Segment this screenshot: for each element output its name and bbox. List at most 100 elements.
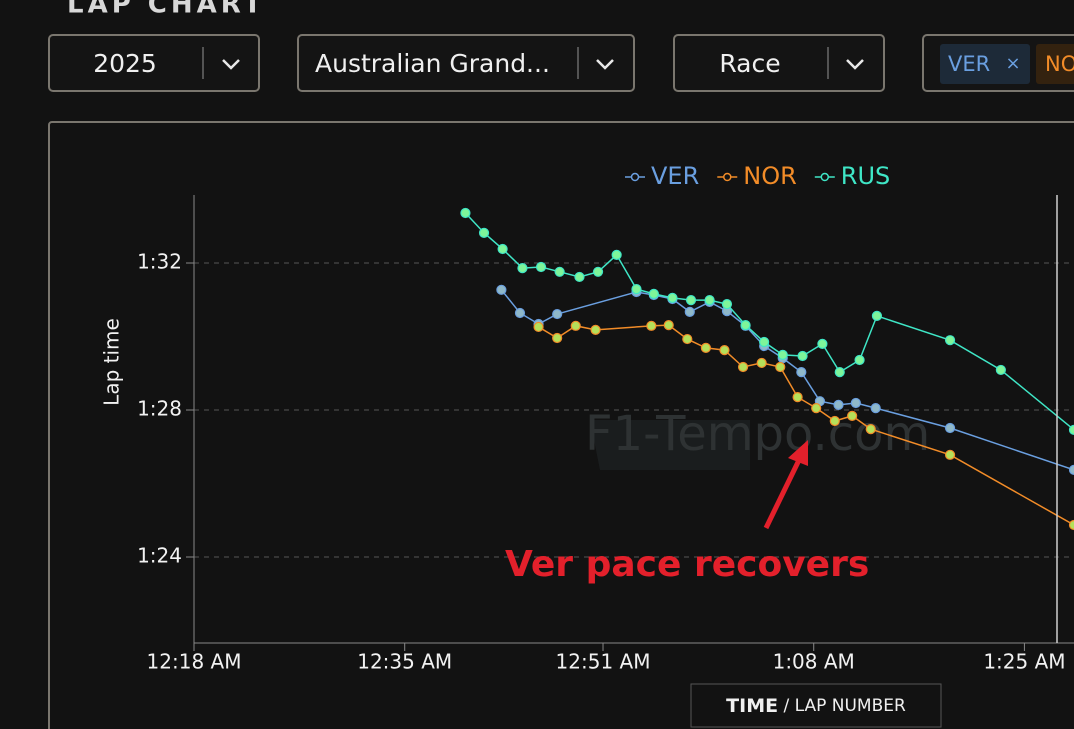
lap-marker xyxy=(721,299,733,310)
chevron xyxy=(596,59,614,70)
lap-marker xyxy=(944,335,956,346)
legend-item[interactable]: RUS xyxy=(814,162,890,190)
lap-marker xyxy=(496,284,507,295)
x-tick-label: 12:51 AM xyxy=(556,650,651,674)
lap-marker xyxy=(792,392,803,403)
lap-marker xyxy=(1068,424,1074,435)
legend-marker xyxy=(630,172,640,182)
lap-marker xyxy=(850,397,861,409)
lap-marker xyxy=(590,324,601,335)
lap-marker xyxy=(574,271,585,283)
page-title: LAP CHART xyxy=(67,0,265,20)
annotation: Ver pace recovers xyxy=(505,544,869,585)
lap-marker xyxy=(756,357,767,369)
lap-marker xyxy=(667,292,678,304)
y-tick-label: 1:24 xyxy=(137,544,182,568)
lap-marker xyxy=(552,332,563,344)
dropdown-value: Australian Grand... xyxy=(315,49,550,78)
lap-marker xyxy=(847,410,858,421)
lap-marker xyxy=(648,288,659,299)
lap-marker xyxy=(759,336,770,348)
y-tick-label: 1:32 xyxy=(137,249,182,273)
legend-label: RUS xyxy=(841,162,890,190)
lap-marker xyxy=(854,354,865,366)
lap-marker xyxy=(719,344,730,356)
x-tick-label: 12:18 AM xyxy=(147,650,242,674)
chip-label: NOR xyxy=(1045,52,1074,76)
legend-marker xyxy=(723,172,732,182)
lap-marker xyxy=(834,367,845,378)
dropdown-box xyxy=(48,34,260,92)
legend-item[interactable]: VER xyxy=(625,162,699,190)
lap-marker xyxy=(535,261,547,273)
lap-marker xyxy=(796,367,807,378)
lap-marker xyxy=(570,320,581,331)
lap-marker xyxy=(663,320,674,331)
lap-marker xyxy=(514,307,526,319)
chip-remove[interactable]: × xyxy=(1005,53,1020,74)
chevron xyxy=(846,59,864,70)
legend-label: VER xyxy=(651,162,699,190)
lap-marker xyxy=(554,266,565,277)
lap-marker xyxy=(631,283,642,295)
annotation-arrow xyxy=(763,456,803,530)
legend-item[interactable]: NOR xyxy=(717,162,797,190)
lap-marker xyxy=(944,449,956,460)
y-axis-label: Lap time xyxy=(100,318,124,406)
event-dropdown[interactable]: Australian Grand... xyxy=(297,34,635,92)
lap-marker xyxy=(478,227,490,238)
lap-marker xyxy=(552,308,563,320)
lap-marker xyxy=(740,320,751,331)
lap-marker xyxy=(833,399,844,410)
driver-chip[interactable] xyxy=(940,44,1030,84)
toggle-label: TIME / LAP NUMBER xyxy=(726,695,906,717)
lap-marker xyxy=(829,415,840,427)
lap-marker xyxy=(497,243,508,255)
dropdown-value: Race xyxy=(719,49,780,78)
chip-label: VER xyxy=(948,52,990,76)
session-dropdown[interactable]: Race xyxy=(673,34,885,92)
driver-chip[interactable] xyxy=(1036,44,1074,84)
lap-marker xyxy=(995,364,1006,376)
chevron xyxy=(222,59,240,70)
lap-marker xyxy=(533,321,544,333)
lap-marker xyxy=(646,320,657,331)
legend-marker xyxy=(820,172,830,182)
plot: F1-Tempo.com 1:24 1:28 1:32 12:18 AM 12:35 A… xyxy=(137,195,1074,674)
lap-marker xyxy=(737,361,749,373)
toggle-active[interactable]: TIME xyxy=(726,695,778,717)
lap-marker xyxy=(775,361,786,373)
dropdown-box xyxy=(673,34,885,92)
toggle-option[interactable]: / LAP NUMBER xyxy=(784,696,907,716)
arrow-head xyxy=(788,440,808,466)
driver-select[interactable]: VER × NOR xyxy=(922,34,1074,92)
lap-marker xyxy=(704,295,715,306)
lap-marker xyxy=(1068,464,1074,475)
toggle-box xyxy=(690,683,942,728)
lap-marker xyxy=(460,207,471,219)
lap-marker xyxy=(684,306,695,317)
lap-marker xyxy=(871,310,883,322)
x-mode-toggle[interactable]: TIME / LAP NUMBER xyxy=(690,683,942,728)
x-tick-label: 12:35 AM xyxy=(357,650,452,674)
dropdown-value: 2025 xyxy=(93,49,157,78)
season-dropdown[interactable]: 2025 xyxy=(48,34,260,92)
lap-marker xyxy=(817,338,828,349)
lap-marker xyxy=(1068,519,1074,531)
x-tick-label: 1:25 AM xyxy=(983,650,1065,674)
lap-marker xyxy=(777,349,788,360)
x-tick-label: 1:08 AM xyxy=(773,650,855,674)
lap-marker xyxy=(797,350,808,362)
lap-marker xyxy=(700,342,711,353)
lap-marker xyxy=(811,403,822,414)
watermark: F1-Tempo.com xyxy=(585,406,930,462)
watermark-shape xyxy=(590,420,750,470)
lap-marker xyxy=(865,424,876,435)
lap-marker xyxy=(870,403,881,414)
lap-marker xyxy=(944,422,956,434)
chart-panel xyxy=(48,121,1074,729)
lap-marker xyxy=(611,249,622,261)
lap-marker xyxy=(517,263,528,274)
